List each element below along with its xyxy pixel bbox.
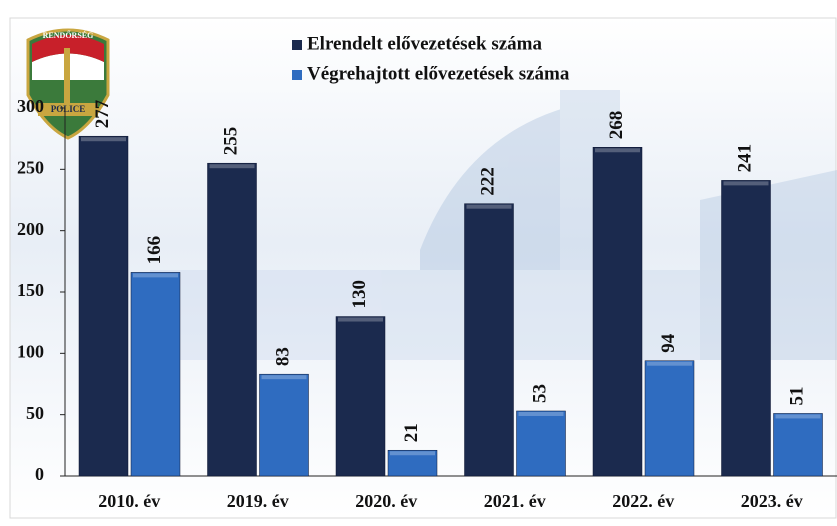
data-label: 51 bbox=[786, 386, 807, 405]
bar-highlight bbox=[262, 375, 307, 379]
y-tick-label: 100 bbox=[17, 341, 44, 361]
chart: RENDŐRSÉG POLICE 0 50 100 150 200 250 300 Elren… bbox=[0, 0, 837, 526]
bar bbox=[774, 413, 823, 476]
y-tick-label: 250 bbox=[17, 157, 44, 177]
data-label: 83 bbox=[272, 347, 293, 366]
data-label: 268 bbox=[606, 111, 627, 140]
data-label: 166 bbox=[144, 236, 165, 265]
bar bbox=[336, 317, 385, 476]
bar bbox=[260, 374, 309, 476]
y-tick-label: 200 bbox=[17, 219, 44, 239]
bar-highlight bbox=[338, 318, 383, 322]
bar bbox=[517, 411, 566, 476]
bar bbox=[131, 272, 180, 476]
data-label: 53 bbox=[529, 384, 550, 403]
bar-highlight bbox=[133, 273, 178, 277]
bar-highlight bbox=[776, 414, 821, 418]
data-label: 277 bbox=[92, 99, 113, 128]
bar-highlight bbox=[724, 181, 769, 185]
bar bbox=[465, 204, 514, 476]
legend-label: Végrehajtott elővezetések száma bbox=[307, 63, 570, 84]
bar bbox=[722, 180, 771, 476]
bar bbox=[645, 361, 694, 476]
x-tick-label: 2023. év bbox=[741, 491, 803, 511]
bar-highlight bbox=[647, 362, 692, 366]
legend-label: Elrendelt elővezetések száma bbox=[307, 33, 542, 54]
x-tick-label: 2019. év bbox=[227, 491, 289, 511]
legend-swatch bbox=[292, 70, 302, 80]
y-tick-label: 50 bbox=[26, 403, 44, 423]
data-label: 94 bbox=[658, 333, 679, 353]
data-label: 130 bbox=[349, 280, 370, 309]
y-tick-label: 300 bbox=[17, 96, 44, 116]
bar-highlight bbox=[467, 205, 512, 209]
x-tick-label: 2022. év bbox=[612, 491, 674, 511]
data-label: 241 bbox=[734, 144, 755, 173]
logo-text: RENDŐRSÉG bbox=[43, 30, 94, 40]
bar bbox=[593, 147, 642, 476]
y-tick-label: 150 bbox=[17, 280, 44, 300]
bar bbox=[208, 163, 257, 476]
logo-text: POLICE bbox=[51, 104, 86, 114]
y-tick-label: 0 bbox=[35, 464, 44, 484]
x-tick-label: 2020. év bbox=[355, 491, 417, 511]
x-tick-label: 2021. év bbox=[484, 491, 546, 511]
bar-highlight bbox=[519, 412, 564, 416]
x-tick-label: 2010. év bbox=[98, 491, 160, 511]
bar-highlight bbox=[595, 148, 640, 152]
bar-highlight bbox=[390, 451, 435, 455]
bar-highlight bbox=[81, 137, 126, 141]
bar-highlight bbox=[210, 164, 255, 168]
bar bbox=[79, 136, 128, 476]
data-label: 21 bbox=[401, 423, 422, 442]
data-label: 255 bbox=[220, 127, 241, 156]
data-label: 222 bbox=[477, 167, 498, 196]
legend-swatch bbox=[292, 40, 302, 50]
